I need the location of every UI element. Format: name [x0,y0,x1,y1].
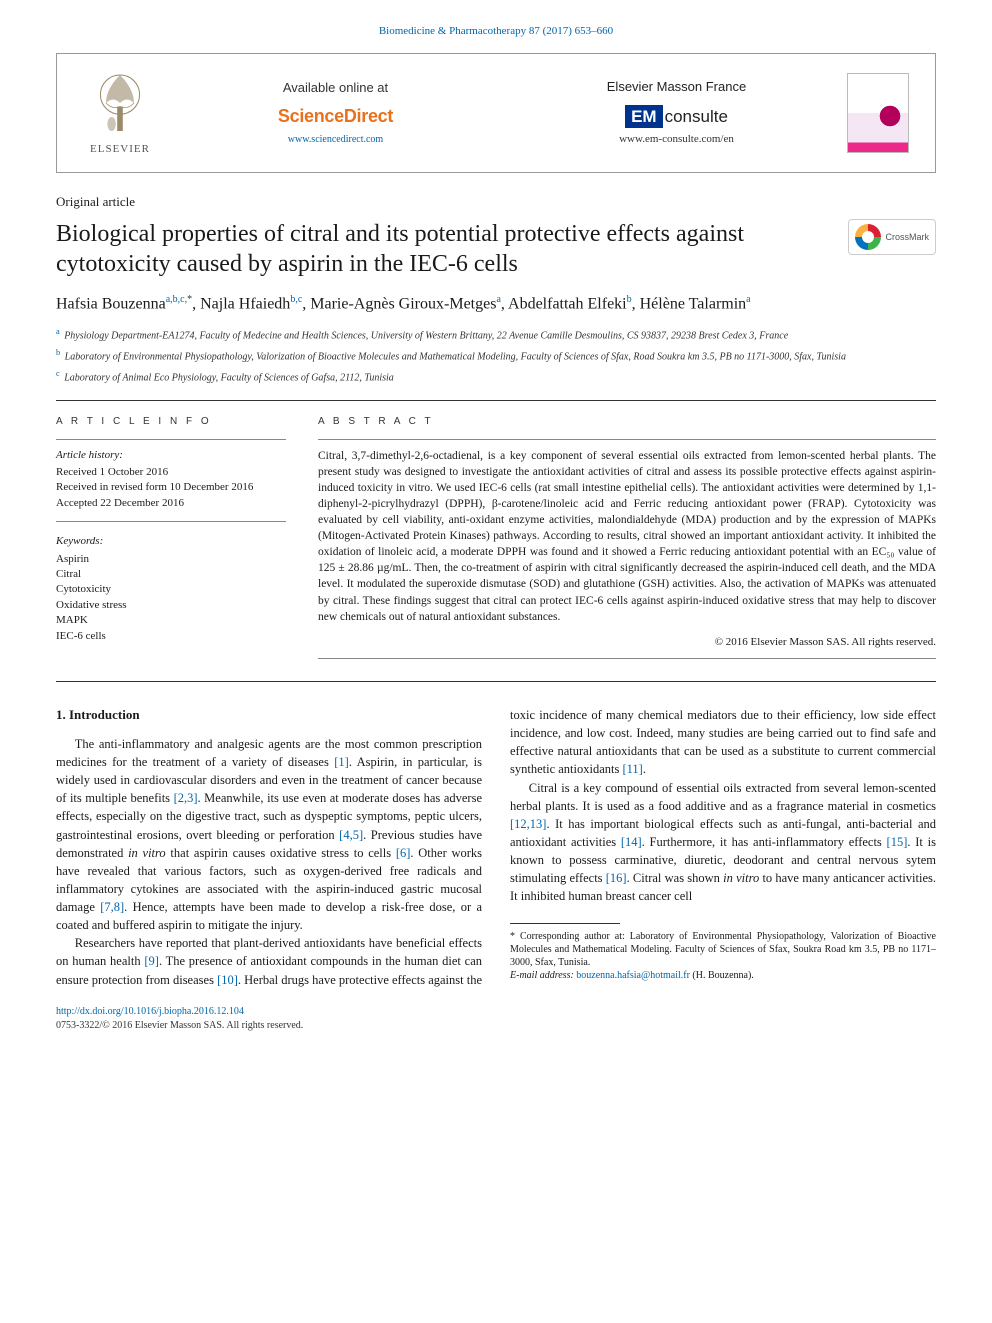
article-type: Original article [56,193,936,211]
divider [318,439,936,440]
divider [318,658,936,659]
abstract-column: A B S T R A C T Citral, 3,7-dimethyl-2,6… [318,415,936,667]
sciencedirect-url[interactable]: www.sciencedirect.com [165,133,506,147]
body-paragraph: The anti-inflammatory and analgesic agen… [56,735,482,934]
body-paragraph: Citral is a key compound of essential oi… [510,779,936,906]
journal-cover-cell [847,73,917,153]
elsevier-tree-icon [85,68,155,138]
abstract-text: Citral, 3,7-dimethyl-2,6-octadienal, is … [318,448,936,625]
keyword: MAPK [56,613,286,628]
publisher-banner: ELSEVIER Available online at ScienceDire… [56,53,936,172]
keyword: Oxidative stress [56,598,286,613]
author-list: Hafsia Bouzennaa,b,c,*, Najla Hfaiedhb,c… [56,293,936,316]
footnote-rule [510,923,620,924]
issn-copyright: 0753-3322/© 2016 Elsevier Masson SAS. Al… [56,1019,936,1033]
sciencedirect-logo: ScienceDirect [165,104,506,129]
journal-cover-thumbnail [847,73,909,153]
elsevier-masson-label: Elsevier Masson France [506,78,847,96]
corresponding-author-footnote: * Corresponding author at: Laboratory of… [510,930,936,982]
divider [56,400,936,401]
em-consulte-logo: EMconsulte [506,105,847,129]
email-author-name: (H. Bouzenna). [692,970,753,981]
affiliation: a Physiology Department-EA1274, Faculty … [56,326,936,343]
history-line: Received in revised form 10 December 201… [56,480,286,495]
page-footer: http://dx.doi.org/10.1016/j.biopha.2016.… [56,1005,936,1033]
em-consulte-cell: Elsevier Masson France EMconsulte www.em… [506,78,847,147]
doi-link[interactable]: http://dx.doi.org/10.1016/j.biopha.2016.… [56,1006,244,1017]
crossmark-badge[interactable]: CrossMark [848,219,936,255]
body-columns: 1. Introduction The anti-inflammatory an… [56,706,936,989]
elsevier-logo-cell: ELSEVIER [75,68,165,157]
abstract-copyright: © 2016 Elsevier Masson SAS. All rights r… [318,635,936,650]
corresponding-email[interactable]: bouzenna.hafsia@hotmail.fr [576,970,690,981]
em-box: EM [625,105,663,128]
email-label: E-mail address: [510,970,574,981]
affiliation: b Laboratory of Environmental Physiopath… [56,347,936,364]
keyword: IEC-6 cells [56,629,286,644]
crossmark-label: CrossMark [885,231,929,244]
em-consulte-url[interactable]: www.em-consulte.com/en [506,132,847,147]
section-heading-intro: 1. Introduction [56,706,482,725]
abstract-heading: A B S T R A C T [318,415,936,429]
available-online-label: Available online at [165,79,506,97]
keyword: Aspirin [56,552,286,567]
article-title: Biological properties of citral and its … [56,219,838,279]
history-line: Accepted 22 December 2016 [56,496,286,511]
keywords-label: Keywords: [56,534,286,549]
elsevier-wordmark: ELSEVIER [75,142,165,157]
sciencedirect-cell: Available online at ScienceDirect www.sc… [165,79,506,146]
crossmark-icon [855,224,881,250]
history-line: Received 1 October 2016 [56,465,286,480]
keyword: Cytotoxicity [56,582,286,597]
divider [56,521,286,522]
history-label: Article history: [56,448,286,463]
divider [56,681,936,682]
article-info-column: A R T I C L E I N F O Article history: R… [56,415,286,667]
em-consulte-word: consulte [665,107,728,126]
divider [56,439,286,440]
footnote-corr-text: * Corresponding author at: Laboratory of… [510,930,936,969]
affiliation: c Laboratory of Animal Eco Physiology, F… [56,368,936,385]
article-info-heading: A R T I C L E I N F O [56,415,286,429]
keyword: Citral [56,567,286,582]
journal-citation: Biomedicine & Pharmacotherapy 87 (2017) … [56,24,936,39]
